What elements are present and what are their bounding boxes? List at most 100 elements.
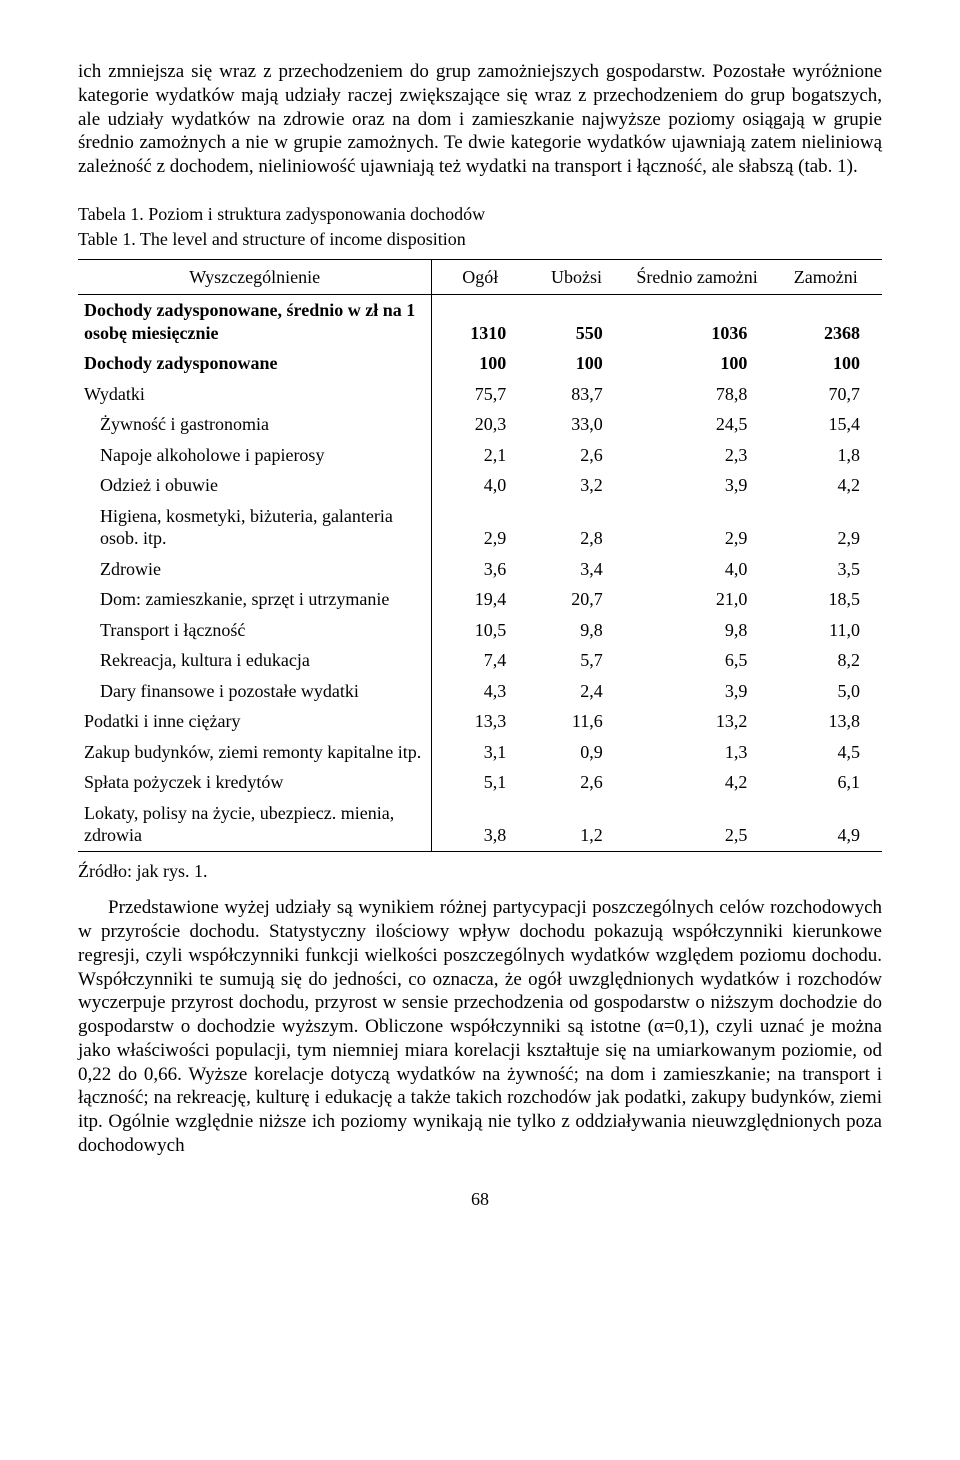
col-header-rich: Zamożni (769, 259, 882, 295)
row-value: 100 (528, 348, 624, 379)
row-value: 70,7 (769, 379, 882, 410)
row-value: 3,1 (432, 737, 528, 768)
row-label: Zdrowie (78, 554, 432, 585)
income-table: Wyszczególnienie Ogół Ubożsi Średnio zam… (78, 259, 882, 852)
col-header-poor: Ubożsi (528, 259, 624, 295)
row-value: 83,7 (528, 379, 624, 410)
row-value: 33,0 (528, 409, 624, 440)
row-label: Dochody zadysponowane (78, 348, 432, 379)
row-value: 1,3 (625, 737, 770, 768)
row-value: 3,8 (432, 798, 528, 852)
table-row: Lokaty, polisy na życie, ubezpiecz. mien… (78, 798, 882, 852)
col-header-total: Ogół (432, 259, 528, 295)
row-value: 550 (528, 295, 624, 349)
row-value: 13,8 (769, 706, 882, 737)
table-row: Dom: zamieszkanie, sprzęt i utrzymanie19… (78, 584, 882, 615)
col-header-label: Wyszczególnienie (78, 259, 432, 295)
row-value: 2,6 (528, 767, 624, 798)
row-value: 10,5 (432, 615, 528, 646)
row-value: 20,3 (432, 409, 528, 440)
row-label: Higiena, kosmetyki, biżuteria, galanteri… (78, 501, 432, 554)
row-label: Podatki i inne ciężary (78, 706, 432, 737)
table-titles: Tabela 1. Poziom i struktura zadysponowa… (78, 203, 882, 251)
row-label: Dom: zamieszkanie, sprzęt i utrzymanie (78, 584, 432, 615)
row-value: 3,4 (528, 554, 624, 585)
row-value: 2,1 (432, 440, 528, 471)
row-value: 78,8 (625, 379, 770, 410)
row-value: 4,3 (432, 676, 528, 707)
row-value: 3,9 (625, 470, 770, 501)
row-label: Lokaty, polisy na życie, ubezpiecz. mien… (78, 798, 432, 852)
row-value: 4,0 (625, 554, 770, 585)
table-row: Rekreacja, kultura i edukacja7,45,76,58,… (78, 645, 882, 676)
row-value: 2,3 (625, 440, 770, 471)
table-row: Podatki i inne ciężary13,311,613,213,8 (78, 706, 882, 737)
row-label: Spłata pożyczek i kredytów (78, 767, 432, 798)
row-value: 1310 (432, 295, 528, 349)
row-label: Zakup budynków, ziemi remonty kapitalne … (78, 737, 432, 768)
table-row: Zdrowie3,63,44,03,5 (78, 554, 882, 585)
row-value: 7,4 (432, 645, 528, 676)
row-label: Żywność i gastronomia (78, 409, 432, 440)
paragraph-body: Przedstawione wyżej udziały są wynikiem … (78, 896, 882, 1157)
row-value: 0,9 (528, 737, 624, 768)
row-value: 15,4 (769, 409, 882, 440)
table-row: Higiena, kosmetyki, biżuteria, galanteri… (78, 501, 882, 554)
row-value: 9,8 (625, 615, 770, 646)
row-value: 18,5 (769, 584, 882, 615)
row-value: 2,9 (769, 501, 882, 554)
row-value: 2,6 (528, 440, 624, 471)
row-value: 2,8 (528, 501, 624, 554)
table-source: Źródło: jak rys. 1. (78, 860, 882, 883)
table-row: Odzież i obuwie4,03,23,94,2 (78, 470, 882, 501)
table-header-row: Wyszczególnienie Ogół Ubożsi Średnio zam… (78, 259, 882, 295)
row-value: 2,5 (625, 798, 770, 852)
table-row: Transport i łączność10,59,89,811,0 (78, 615, 882, 646)
row-value: 2,4 (528, 676, 624, 707)
row-value: 2,9 (432, 501, 528, 554)
row-value: 6,1 (769, 767, 882, 798)
table-row: Zakup budynków, ziemi remonty kapitalne … (78, 737, 882, 768)
row-value: 13,3 (432, 706, 528, 737)
row-value: 3,6 (432, 554, 528, 585)
row-value: 13,2 (625, 706, 770, 737)
row-value: 100 (625, 348, 770, 379)
row-value: 3,2 (528, 470, 624, 501)
table-row: Żywność i gastronomia20,333,024,515,4 (78, 409, 882, 440)
table-row: Napoje alkoholowe i papierosy2,12,62,31,… (78, 440, 882, 471)
row-value: 8,2 (769, 645, 882, 676)
row-value: 4,0 (432, 470, 528, 501)
row-label: Transport i łączność (78, 615, 432, 646)
table-row: Spłata pożyczek i kredytów5,12,64,26,1 (78, 767, 882, 798)
row-value: 9,8 (528, 615, 624, 646)
table-row: Wydatki75,783,778,870,7 (78, 379, 882, 410)
row-value: 5,1 (432, 767, 528, 798)
row-value: 19,4 (432, 584, 528, 615)
row-value: 21,0 (625, 584, 770, 615)
row-value: 4,9 (769, 798, 882, 852)
row-value: 24,5 (625, 409, 770, 440)
row-value: 5,0 (769, 676, 882, 707)
page-number: 68 (78, 1188, 882, 1211)
row-value: 1,2 (528, 798, 624, 852)
col-header-medium: Średnio zamożni (625, 259, 770, 295)
row-value: 1036 (625, 295, 770, 349)
row-value: 6,5 (625, 645, 770, 676)
row-value: 11,0 (769, 615, 882, 646)
row-value: 100 (769, 348, 882, 379)
paragraph-intro: ich zmniejsza się wraz z przechodzeniem … (78, 60, 882, 179)
row-label: Dochody zadysponowane, średnio w zł na 1… (78, 295, 432, 349)
row-value: 75,7 (432, 379, 528, 410)
row-label: Wydatki (78, 379, 432, 410)
row-value: 100 (432, 348, 528, 379)
row-value: 4,5 (769, 737, 882, 768)
row-value: 3,9 (625, 676, 770, 707)
row-label: Dary finansowe i pozostałe wydatki (78, 676, 432, 707)
table-title-en: Table 1. The level and structure of inco… (78, 228, 882, 251)
row-value: 5,7 (528, 645, 624, 676)
table-row: Dary finansowe i pozostałe wydatki4,32,4… (78, 676, 882, 707)
row-label: Odzież i obuwie (78, 470, 432, 501)
table-title-pl: Tabela 1. Poziom i struktura zadysponowa… (78, 203, 882, 226)
row-value: 20,7 (528, 584, 624, 615)
row-value: 4,2 (769, 470, 882, 501)
